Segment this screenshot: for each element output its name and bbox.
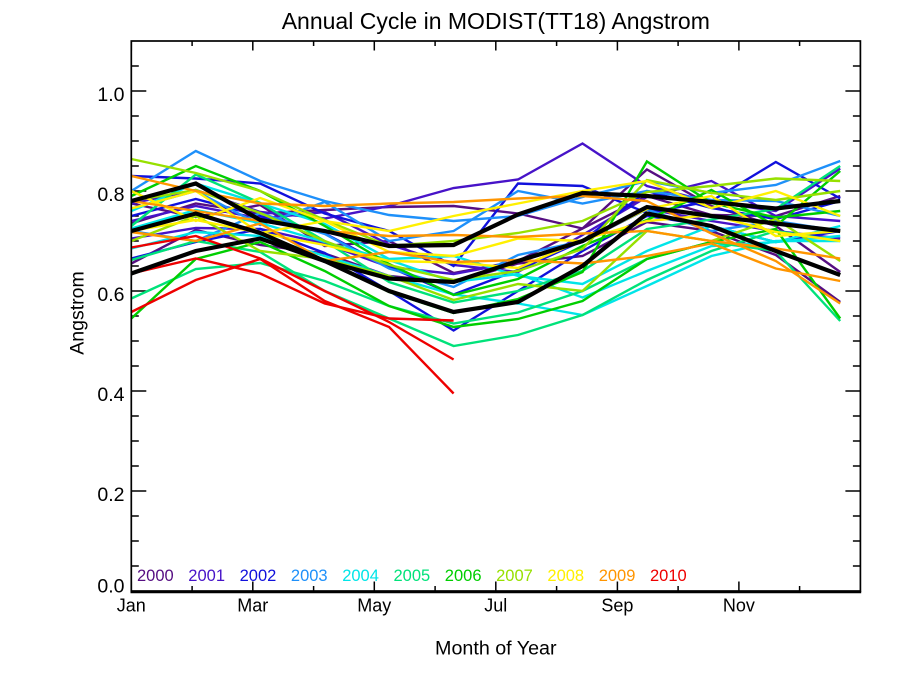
svg-text:0.8: 0.8 [97, 184, 124, 206]
svg-text:2006: 2006 [445, 567, 482, 585]
svg-text:2009: 2009 [599, 567, 636, 585]
svg-text:2004: 2004 [342, 567, 379, 585]
svg-text:Sep: Sep [601, 596, 633, 616]
svg-text:0.6: 0.6 [97, 284, 124, 306]
svg-text:Annual Cycle in MODIST(TT18) A: Annual Cycle in MODIST(TT18) Angstrom [282, 8, 710, 34]
svg-text:2001: 2001 [188, 567, 225, 585]
svg-text:2005: 2005 [394, 567, 431, 585]
svg-text:Jul: Jul [484, 596, 507, 616]
svg-text:2000: 2000 [137, 567, 174, 585]
svg-text:0.4: 0.4 [97, 384, 124, 406]
svg-text:Month of Year: Month of Year [435, 638, 557, 660]
svg-text:Nov: Nov [723, 596, 755, 616]
svg-text:2002: 2002 [240, 567, 277, 585]
svg-text:2010: 2010 [650, 567, 687, 585]
svg-text:Angstrom: Angstrom [67, 271, 89, 354]
svg-text:0.2: 0.2 [97, 484, 124, 506]
svg-text:1.0: 1.0 [97, 84, 124, 106]
svg-text:2008: 2008 [547, 567, 584, 585]
svg-text:2003: 2003 [291, 567, 328, 585]
svg-text:Mar: Mar [237, 596, 268, 616]
svg-text:Jan: Jan [117, 596, 146, 616]
svg-text:2007: 2007 [496, 567, 533, 585]
svg-text:May: May [357, 596, 391, 616]
svg-text:0.0: 0.0 [97, 575, 124, 597]
